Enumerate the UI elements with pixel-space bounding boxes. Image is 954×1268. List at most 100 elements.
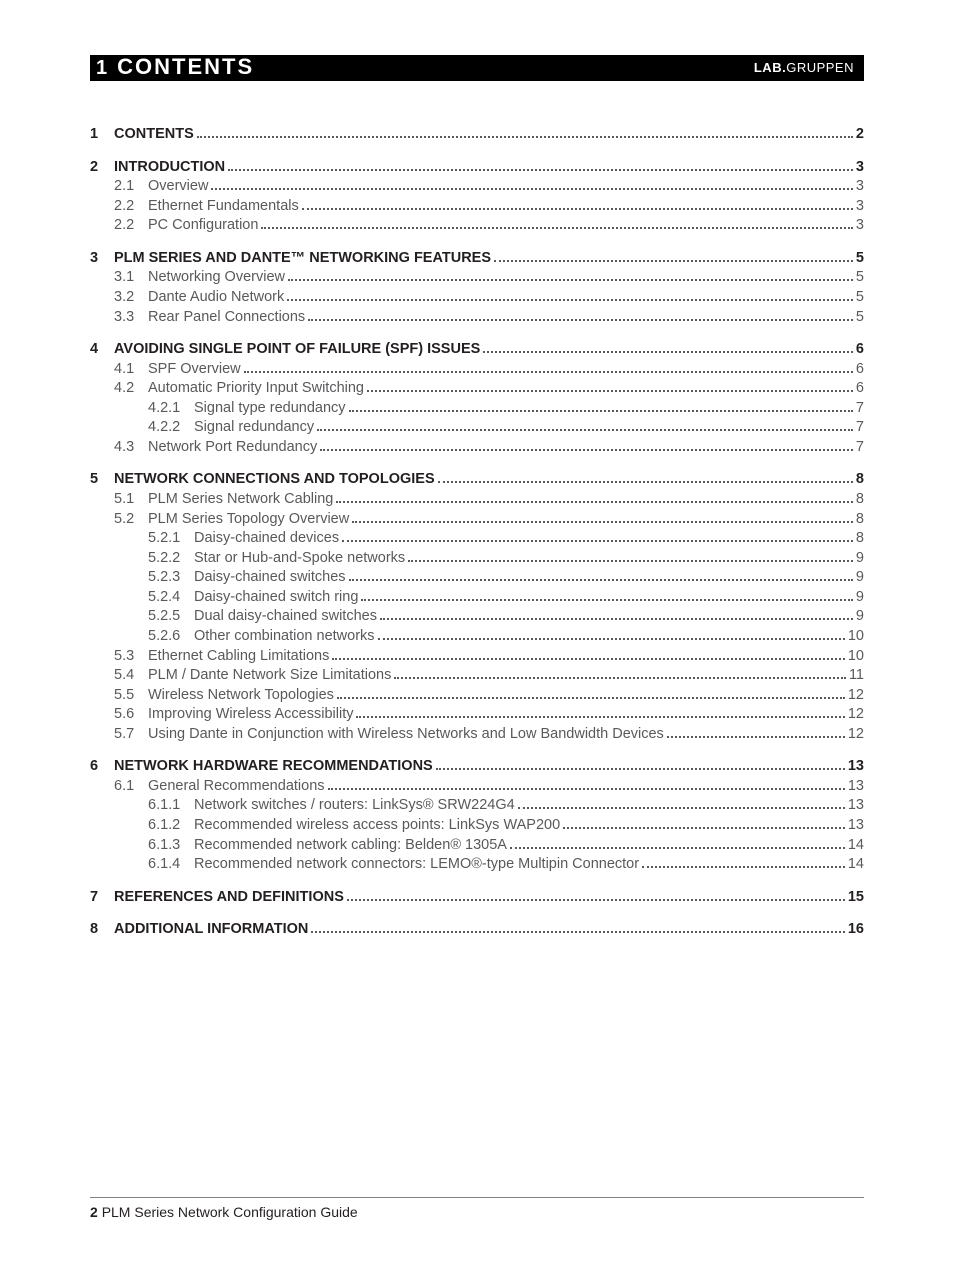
toc-entry-number: 5 [90,470,114,490]
toc-entry-title: General Recommendations [148,777,325,797]
toc-entry-number: 5.2.6 [148,627,194,647]
toc-leader-dots [349,410,853,412]
toc-leader-dots [408,560,853,562]
toc-entry-page: 3 [856,158,864,178]
toc-entry: 3.1Networking Overview5 [114,268,864,288]
toc-entry-title: Daisy-chained devices [194,529,339,549]
toc-entry: 5.5Wireless Network Topologies12 [114,686,864,706]
toc-leader-dots [320,449,853,451]
toc-entry-number: 6.1.2 [148,816,194,836]
toc-entry-page: 8 [856,490,864,510]
toc-entry-title: Wireless Network Topologies [148,686,334,706]
toc-entry-title: NETWORK HARDWARE RECOMMENDATIONS [114,757,433,777]
toc-leader-dots [287,299,853,301]
toc-entry-title: PLM / Dante Network Size Limitations [148,666,391,686]
toc-entry-number: 5.2.2 [148,549,194,569]
toc-entry-title: Automatic Priority Input Switching [148,379,364,399]
toc-leader-dots [261,227,853,229]
chapter-number: 1 [96,58,107,78]
brand-logo: LAB.GRUPPEN [754,60,854,75]
toc-leader-dots [563,827,845,829]
toc-entry-number: 5.7 [114,725,148,745]
toc-leader-dots [342,540,853,542]
toc-entry-number: 4 [90,340,114,360]
toc-leader-dots [302,208,853,210]
toc-leader-dots [394,677,846,679]
toc-entry: 3PLM SERIES AND DANTE™ NETWORKING FEATUR… [90,249,864,269]
toc-leader-dots [332,658,845,660]
toc-entry-page: 3 [856,216,864,236]
toc-leader-dots [667,736,845,738]
toc-entry-page: 7 [856,418,864,438]
toc-leader-dots [436,768,845,770]
toc-entry: 3.2Dante Audio Network 5 [114,288,864,308]
toc-entry-page: 16 [848,920,864,940]
toc-entry-title: PLM SERIES AND DANTE™ NETWORKING FEATURE… [114,249,491,269]
toc-entry-page: 7 [856,399,864,419]
toc-entry-number: 5.2.5 [148,607,194,627]
toc-entry-page: 13 [848,816,864,836]
toc-entry-number: 6.1.4 [148,855,194,875]
toc-entry-title: PLM Series Topology Overview [148,510,349,530]
toc-section: 4AVOIDING SINGLE POINT OF FAILURE (SPF) … [90,340,864,457]
toc-entry-number: 5.1 [114,490,148,510]
toc-sub-container: 3.1Networking Overview53.2Dante Audio Ne… [90,268,864,327]
toc-entry: 7REFERENCES AND DEFINITIONS15 [90,888,864,908]
toc-entry: 4.3Network Port Redundancy7 [114,438,864,458]
toc-entry: 5.2.6Other combination networks10 [148,627,864,647]
toc-leader-dots [308,319,853,321]
page-footer: 2 PLM Series Network Configuration Guide [90,1197,864,1220]
toc-entry-title: Networking Overview [148,268,285,288]
toc-entry-page: 9 [856,549,864,569]
toc-leader-dots [510,847,845,849]
toc-leader-dots [361,599,853,601]
toc-entry-title: Recommended wireless access points: Link… [194,816,560,836]
toc-entry-page: 6 [856,379,864,399]
toc-entry-number: 5.2 [114,510,148,530]
toc-entry: 4.1SPF Overview6 [114,360,864,380]
toc-entry-page: 14 [848,836,864,856]
toc-entry-title: Other combination networks [194,627,375,647]
chapter-title: CONTENTS [117,56,254,78]
toc-entry-number: 5.3 [114,647,148,667]
toc-entry-number: 3.3 [114,308,148,328]
toc-subsub-container: 6.1.1Network switches / routers: LinkSys… [114,796,864,874]
toc-entry-title: Improving Wireless Accessibility [148,705,353,725]
toc-entry-number: 5.2.1 [148,529,194,549]
toc-entry-page: 13 [848,777,864,797]
toc-section: 7REFERENCES AND DEFINITIONS15 [90,888,864,908]
toc-entry-number: 5.2.4 [148,588,194,608]
toc-entry-page: 13 [848,757,864,777]
toc-entry-title: Using Dante in Conjunction with Wireless… [148,725,664,745]
toc-entry: 5.1PLM Series Network Cabling8 [114,490,864,510]
toc-section: 2INTRODUCTION32.1Overview32.2Ethernet Fu… [90,158,864,236]
toc-entry: 5.2PLM Series Topology Overview8 [114,510,864,530]
toc-leader-dots [356,716,844,718]
toc-leader-dots [367,390,853,392]
toc-leader-dots [228,169,853,171]
toc-entry-title: Dante Audio Network [148,288,284,308]
toc-entry-page: 8 [856,470,864,490]
toc-entry-title: PC Configuration [148,216,258,236]
toc-entry: 1CONTENTS2 [90,125,864,145]
toc-entry-title: Recommended network connectors: LEMO®-ty… [194,855,639,875]
toc-sub-container: 2.1Overview32.2Ethernet Fundamentals32.2… [90,177,864,236]
toc-section: 8ADDITIONAL INFORMATION16 [90,920,864,940]
toc-entry-number: 3.2 [114,288,148,308]
toc-leader-dots [518,807,845,809]
toc-entry: 6.1.2Recommended wireless access points:… [148,816,864,836]
toc-section: 1CONTENTS2 [90,125,864,145]
toc-entry-title: INTRODUCTION [114,158,225,178]
toc-entry-title: REFERENCES AND DEFINITIONS [114,888,344,908]
toc-leader-dots [349,579,853,581]
toc-entry-title: Daisy-chained switches [194,568,346,588]
toc-entry-page: 5 [856,288,864,308]
toc-entry-number: 4.2 [114,379,148,399]
toc-leader-dots [438,481,853,483]
toc-leader-dots [197,136,853,138]
toc-entry-number: 4.2.2 [148,418,194,438]
toc-entry: 5.2.4Daisy-chained switch ring9 [148,588,864,608]
toc-leader-dots [288,279,853,281]
toc-entry-page: 12 [848,725,864,745]
toc-entry-title: Ethernet Cabling Limitations [148,647,329,667]
